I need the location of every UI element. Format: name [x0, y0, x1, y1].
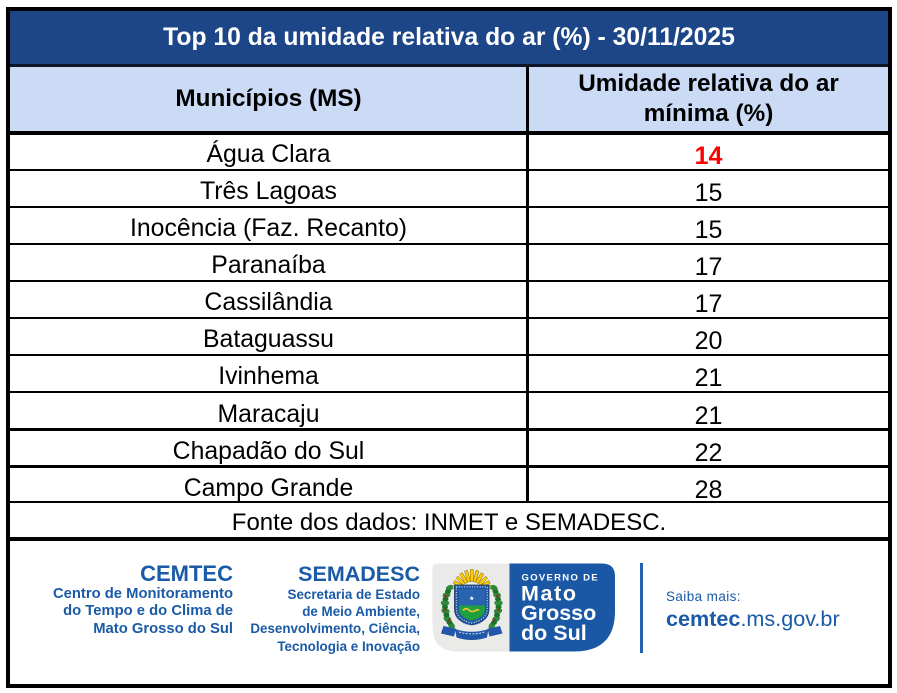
- svg-text:GOVERNO DE: GOVERNO DE: [522, 573, 599, 584]
- svg-text:do Sul: do Sul: [521, 621, 587, 645]
- svg-text:Mato: Mato: [521, 581, 578, 605]
- svg-text:Grosso: Grosso: [521, 601, 596, 625]
